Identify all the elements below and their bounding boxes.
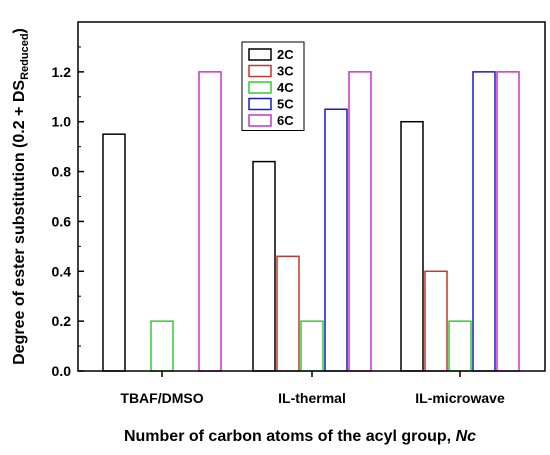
x-tick-label: IL-microwave [415,390,505,406]
y-tick-label: 0.8 [52,164,72,180]
bar-2C-IL-microwave [400,120,424,372]
y-tick-label: 1.2 [52,64,72,80]
y-tick-label: 1.0 [52,114,72,130]
bar-6C-TBAF/DMSO [198,71,222,372]
x-axis: TBAF/DMSO IL-thermal IL-microwave [120,371,505,406]
legend-swatch-3C [248,64,272,78]
y-tick-label: 0.2 [52,313,72,329]
y-tick-label: 0.6 [52,213,72,229]
x-axis-title: Number of carbon atoms of the acyl group… [124,428,476,445]
y-tick-label: 0.0 [52,363,72,379]
legend-swatch-6C [248,114,272,127]
legend-label-2C: 2C [277,47,294,62]
y-axis-title: Degree of ester substitution (0.2 + DSRe… [11,28,31,365]
legend-swatch-5C [248,97,272,111]
bar-5C-IL-microwave [472,71,496,372]
bar-3C-IL-microwave [424,270,448,372]
bar-6C-IL-microwave [496,71,520,372]
y-tick-label: 0.4 [52,263,72,279]
bar-5C-IL-thermal [324,108,348,372]
y-axis: 0.0 0.2 0.4 0.6 0.8 1.0 1.2 [52,46,84,379]
legend-swatch-4C [248,81,272,94]
x-axis-title-main: Number of carbon atoms of the acyl group… [124,428,456,445]
x-tick-label: TBAF/DMSO [120,390,203,406]
x-axis-title-italic: Nc [456,428,477,445]
legend-label-5C: 5C [277,97,294,112]
y-axis-title-sub: Reduced [19,33,31,79]
bar-2C-TBAF/DMSO [102,133,126,372]
y-axis-title-end: ) [11,28,28,33]
legend-label-6C: 6C [277,113,294,128]
bar-4C-TBAF/DMSO [150,320,174,372]
bar-6C-IL-thermal [348,71,372,372]
legend-label-4C: 4C [277,80,294,95]
legend-swatch-2C [248,48,272,61]
bar-4C-IL-microwave [448,320,472,372]
bars [102,71,520,372]
bar-2C-IL-thermal [252,160,276,372]
legend-label-3C: 3C [277,64,294,79]
x-tick-label: IL-thermal [278,390,346,406]
bar-4C-IL-thermal [300,320,324,372]
bar-3C-IL-thermal [276,255,300,372]
y-axis-title-main: Degree of ester substitution (0.2 + DS [11,80,28,365]
